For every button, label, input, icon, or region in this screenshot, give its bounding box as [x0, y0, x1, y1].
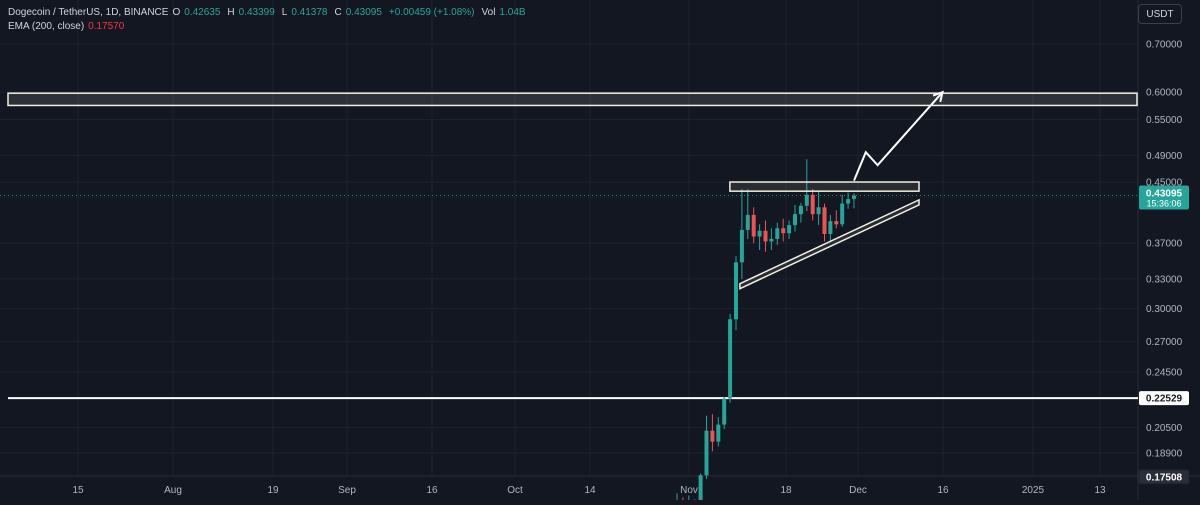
- x-tick-label: 18: [780, 485, 792, 496]
- ohlc-low-key: L: [281, 7, 288, 18]
- x-tick-label: Dec: [849, 485, 867, 496]
- candle-body: [775, 228, 780, 239]
- candle-body: [834, 221, 839, 225]
- resistance-zone: [7, 92, 1138, 107]
- x-tick-label: 13: [1094, 485, 1106, 496]
- candle-body: [757, 230, 762, 237]
- x-tick-label: 16: [937, 485, 949, 496]
- candle-body: [804, 194, 809, 206]
- volume-label: Vol: [481, 7, 496, 18]
- x-tick-label: Oct: [507, 485, 523, 496]
- x-tick-label: 15: [72, 485, 84, 496]
- projection-arrowhead: [932, 90, 944, 103]
- candle-body: [728, 319, 733, 399]
- candle-body: [852, 195, 856, 199]
- symbol-title[interactable]: Dogecoin / TetherUS, 1D, BINANCE: [8, 7, 169, 18]
- candle-body: [828, 221, 833, 235]
- ohlc-open-key: O: [172, 7, 181, 18]
- ema-indicator-label[interactable]: EMA (200, close): [8, 21, 85, 32]
- ohlc-close-value: 0.43095: [345, 7, 382, 18]
- triangle-resistance-box: [729, 181, 920, 192]
- y-tick-label: 0.60000: [1146, 88, 1183, 99]
- x-tick-label: Aug: [164, 485, 182, 496]
- price-axis-tag-label: 0.22529: [1146, 394, 1183, 405]
- candle-body: [810, 194, 815, 215]
- candle-body: [781, 228, 786, 234]
- price-axis-tag: [1139, 391, 1189, 406]
- y-tick-label: 0.45000: [1146, 178, 1183, 189]
- y-tick-label: 0.33000: [1146, 274, 1183, 285]
- ema-indicator-value: 0.17570: [88, 21, 125, 32]
- ohlc-close-key: C: [334, 7, 342, 18]
- chart-legend: Dogecoin / TetherUS, 1D, BINANCE O 0.4263…: [8, 6, 529, 34]
- current-price-tag: [1139, 185, 1189, 210]
- ohlc-low-value: 0.41378: [291, 7, 328, 18]
- x-tick-label: 16: [426, 485, 438, 496]
- candle-body: [704, 430, 709, 476]
- candle-body: [840, 203, 845, 225]
- candle-body: [710, 430, 715, 442]
- ohlc-high-value: 0.43399: [238, 7, 275, 18]
- candle-body: [798, 205, 803, 215]
- candle-body: [745, 214, 750, 230]
- x-tick-label: 2025: [1022, 485, 1045, 496]
- current-price-countdown: 15:36:06: [1146, 199, 1181, 209]
- y-tick-label: 0.49000: [1146, 151, 1183, 162]
- candle-body: [698, 475, 703, 505]
- y-tick-label: 0.24500: [1146, 367, 1183, 378]
- currency-button[interactable]: USDT: [1138, 4, 1182, 24]
- x-tick-label: Nov: [680, 485, 698, 496]
- current-price-value: 0.43095: [1146, 189, 1183, 200]
- candle-body: [751, 214, 756, 237]
- candle-body: [846, 199, 851, 204]
- y-tick-label: 0.55000: [1146, 115, 1183, 126]
- candle-body: [716, 424, 721, 442]
- candle-body: [816, 207, 821, 215]
- candle-body: [769, 238, 774, 242]
- price-change: +0.00459 (+1.08%): [388, 7, 475, 18]
- volume-value: 1.04B: [499, 7, 526, 18]
- candle-body: [734, 262, 738, 320]
- projection-arrow: [853, 91, 944, 182]
- candle-body: [739, 229, 744, 263]
- x-tick-label: Sep: [338, 485, 356, 496]
- candle-body: [722, 398, 727, 425]
- ascending-trendline: [739, 198, 920, 290]
- price-axis-tag-label: 0.17508: [1146, 472, 1183, 483]
- y-tick-label: 0.37000: [1146, 239, 1183, 250]
- candle-body: [787, 225, 792, 234]
- y-tick-label: 0.27000: [1146, 337, 1183, 348]
- y-tick-label: 0.70000: [1146, 40, 1183, 51]
- ohlc-open-value: 0.42635: [184, 7, 221, 18]
- price-axis-tag: [1138, 469, 1190, 485]
- y-tick-label: 0.20500: [1146, 423, 1183, 434]
- x-tick-label: 19: [267, 485, 279, 496]
- candle-body: [793, 214, 797, 226]
- candle-body: [763, 230, 768, 242]
- y-tick-label: 0.18900: [1146, 449, 1183, 460]
- ohlc-high-key: H: [227, 7, 235, 18]
- candle-body: [822, 207, 827, 235]
- x-tick-label: 14: [584, 485, 596, 496]
- y-tick-label: 0.30000: [1146, 304, 1183, 315]
